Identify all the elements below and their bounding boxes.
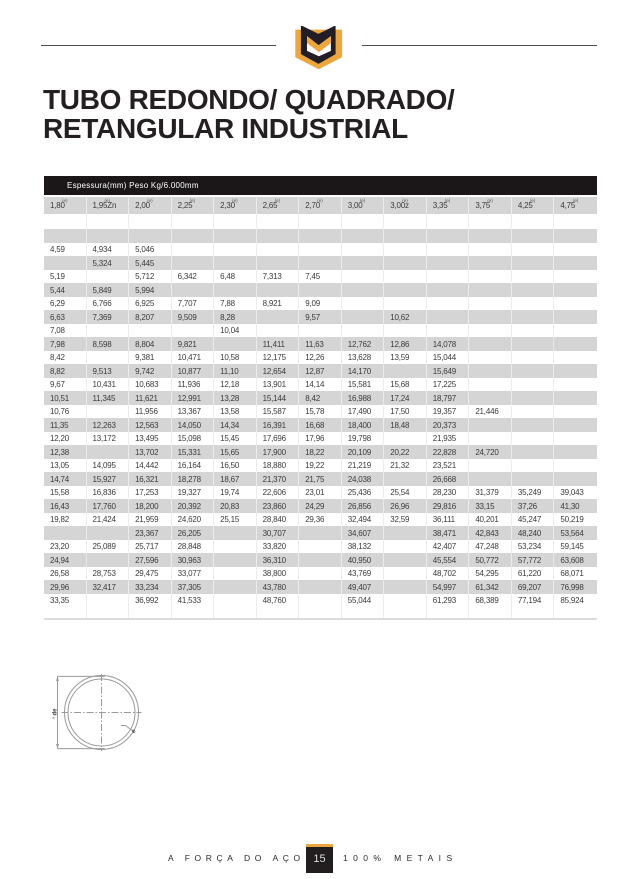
svg-text:e: e bbox=[131, 728, 138, 735]
svg-text:ø: ø bbox=[51, 716, 56, 719]
svg-text:de: de bbox=[53, 708, 59, 716]
